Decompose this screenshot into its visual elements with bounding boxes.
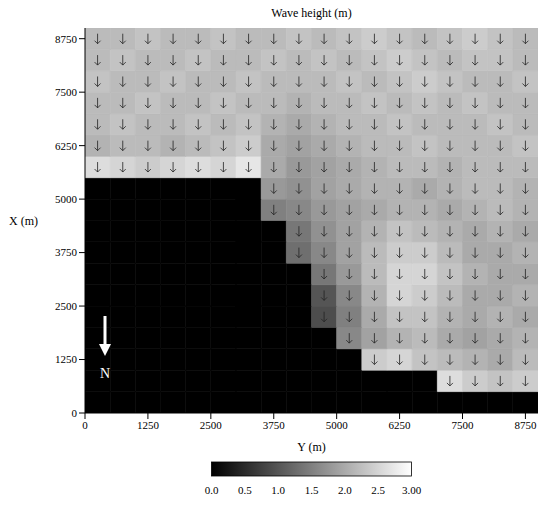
- svg-text:7500: 7500: [55, 86, 78, 98]
- svg-text:N: N: [100, 366, 110, 381]
- svg-text:6250: 6250: [389, 419, 412, 431]
- svg-text:2.5: 2.5: [371, 484, 385, 496]
- svg-text:8750: 8750: [55, 33, 78, 45]
- svg-text:3750: 3750: [263, 419, 286, 431]
- svg-text:3750: 3750: [55, 246, 78, 258]
- svg-text:1250: 1250: [55, 353, 78, 365]
- svg-text:X (m): X (m): [9, 214, 38, 228]
- svg-text:1.0: 1.0: [271, 484, 285, 496]
- svg-text:1.5: 1.5: [305, 484, 319, 496]
- svg-text:0.0: 0.0: [205, 484, 219, 496]
- html-text:Wave height (m): Wave height (m): [271, 6, 352, 20]
- svg-text:0.5: 0.5: [238, 484, 252, 496]
- svg-text:2500: 2500: [200, 419, 223, 431]
- svg-text:1250: 1250: [137, 419, 160, 431]
- svg-text:7500: 7500: [452, 419, 475, 431]
- svg-text:Y (m): Y (m): [297, 440, 326, 454]
- svg-text:3.00: 3.00: [402, 484, 422, 496]
- svg-text:2.0: 2.0: [338, 484, 352, 496]
- svg-text:5000: 5000: [55, 193, 78, 205]
- svg-text:0: 0: [72, 407, 78, 419]
- svg-text:5000: 5000: [326, 419, 349, 431]
- svg-text:6250: 6250: [55, 140, 78, 152]
- svg-text:2500: 2500: [55, 300, 78, 312]
- svg-text:0: 0: [82, 419, 88, 431]
- svg-text:8750: 8750: [514, 419, 537, 431]
